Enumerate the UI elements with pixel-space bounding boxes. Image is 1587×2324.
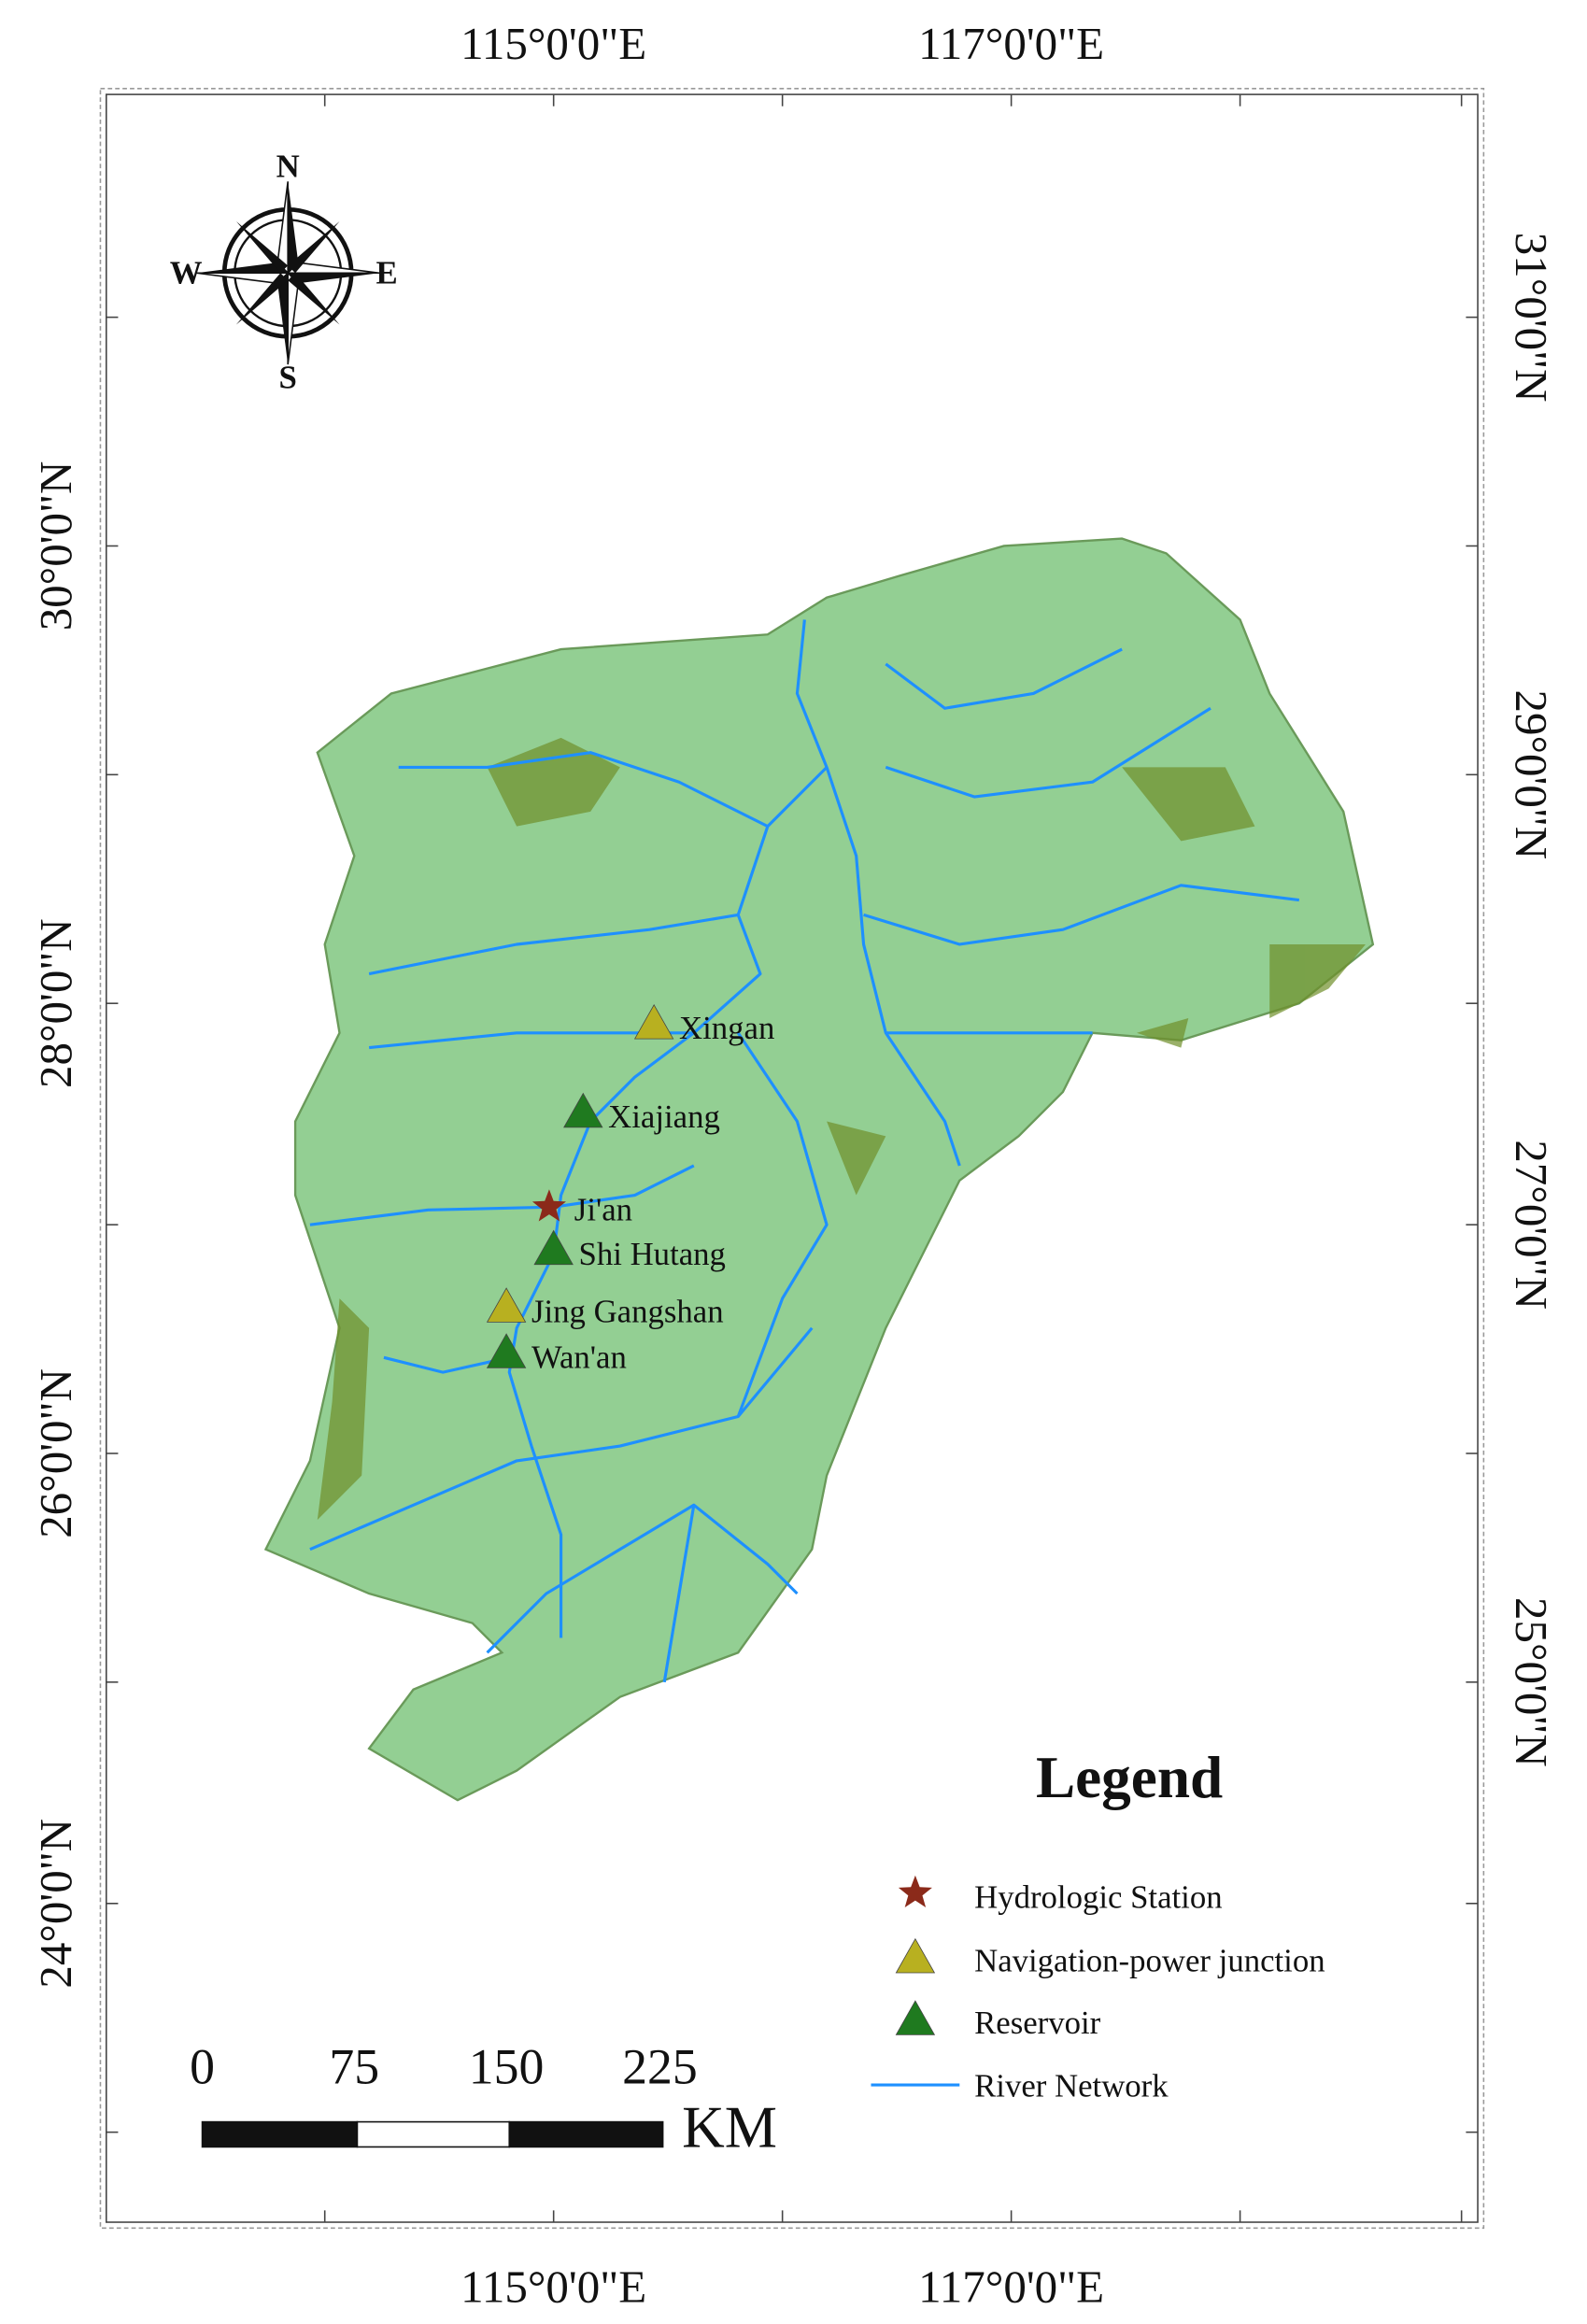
station-marker xyxy=(533,1229,574,1266)
station-marker xyxy=(486,1287,527,1323)
legend-item: Reservoir xyxy=(974,2005,1101,2041)
right-label: 27°0'0"N xyxy=(1506,1140,1557,1310)
scale-label: 75 xyxy=(329,2039,379,2095)
scale-label: 150 xyxy=(469,2039,545,2095)
station-label: Xingan xyxy=(679,1010,774,1046)
stations: Xingan Xiajiang Ji'an Shi Hutang Jing Gangsh… xyxy=(486,1003,774,1375)
map-frame xyxy=(106,93,1479,2223)
scale-label: 0 xyxy=(190,2039,215,2095)
terrain-shading xyxy=(317,737,1366,1521)
compass-rose xyxy=(196,181,380,365)
top-label: 115°0'0"E xyxy=(461,18,646,69)
scale-label: 225 xyxy=(622,2039,698,2095)
station-label: Wan'an xyxy=(531,1339,627,1375)
left-label: 28°0'0"N xyxy=(30,918,81,1088)
graticule-ticks xyxy=(106,94,1479,2223)
legend-title: Legend xyxy=(1036,1745,1223,1810)
station-label: Xiajiang xyxy=(608,1098,720,1135)
left-label: 24°0'0"N xyxy=(30,1819,81,1989)
compass-s: S xyxy=(279,359,297,395)
station-label: Shi Hutang xyxy=(579,1236,726,1272)
top-label: 117°0'0"E xyxy=(918,18,1104,69)
scale-bar xyxy=(201,2120,664,2148)
left-label: 26°0'0"N xyxy=(30,1368,81,1538)
scale-unit: KM xyxy=(682,2094,777,2160)
scale-labels: 0 75 150 225 xyxy=(190,2039,698,2095)
outer-frame xyxy=(99,87,1485,2230)
legend-symbol xyxy=(895,1937,936,1974)
station-marker xyxy=(633,1003,674,1040)
compass-e: E xyxy=(375,254,397,290)
station-label: Jing Gangshan xyxy=(531,1293,724,1329)
basin xyxy=(263,537,1375,1802)
legend-item: River Network xyxy=(974,2068,1169,2104)
compass-w: W xyxy=(170,254,203,290)
legend-item: Hydrologic Station xyxy=(974,1879,1223,1916)
bottom-label: 117°0'0"E xyxy=(918,2260,1104,2312)
legend-symbol xyxy=(898,1875,932,1908)
coordinate-labels: 115°0'0"E 115°0'0"E 117°0'0"E 117°0'0"E 30°0… xyxy=(30,18,1557,2312)
station-label: Ji'an xyxy=(574,1191,632,1227)
station-marker xyxy=(531,1189,566,1222)
station-marker xyxy=(563,1092,603,1128)
compass-n: N xyxy=(276,149,300,185)
legend-item: Navigation-power junction xyxy=(974,1942,1325,1978)
right-label: 25°0'0"N xyxy=(1506,1597,1557,1767)
station-marker xyxy=(486,1333,527,1368)
bottom-label: 115°0'0"E xyxy=(461,2260,646,2312)
right-label: 31°0'0"N xyxy=(1506,233,1557,403)
right-label: 29°0'0"N xyxy=(1506,690,1557,860)
left-label: 30°0'0"N xyxy=(30,461,81,631)
legend-symbol xyxy=(895,2000,936,2035)
legend: Hydrologic Station Navigation-power junct… xyxy=(871,1875,1325,2104)
